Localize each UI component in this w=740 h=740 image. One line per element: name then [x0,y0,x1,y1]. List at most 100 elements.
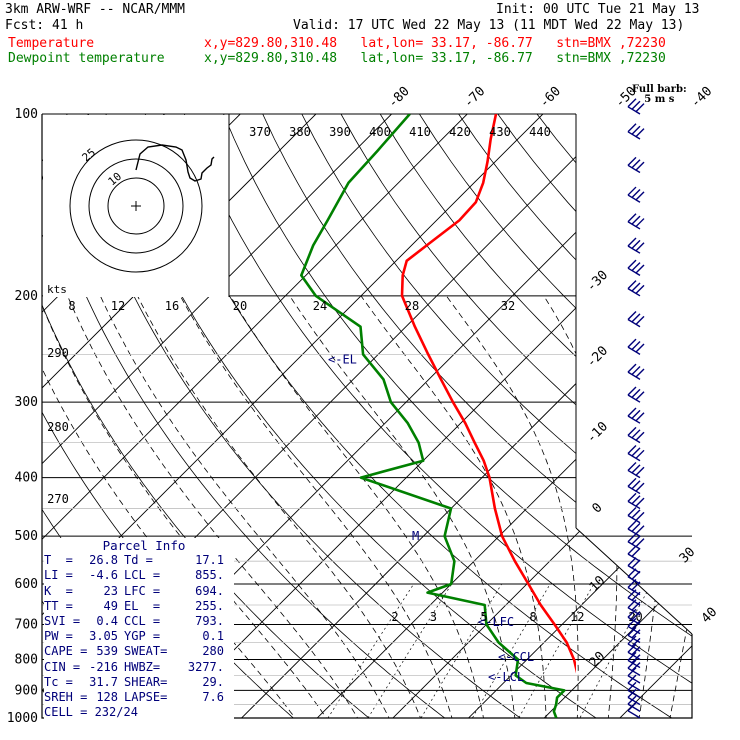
wind-barb-flag [627,659,637,669]
parcel-key: Td = [124,553,153,568]
dry-adiabat-label: 440 [529,125,551,139]
wind-barb [627,625,641,635]
wind-barb [627,514,641,524]
sounding-annotation: <-LFC [478,615,514,629]
wind-barb-flag [635,368,645,378]
wind-barb [627,288,641,297]
mixing-ratio-line [319,583,414,718]
parcel-key: YGP = [124,629,161,644]
wind-barb-flag [631,262,641,272]
wind-barb-flag [631,654,641,664]
wind-barb-flag [627,386,637,396]
moist-adiabat [360,295,547,718]
parcel-value: 49 [103,598,118,613]
wind-barb-flag [631,495,641,505]
wind-barb [627,318,641,328]
sounding-annotation: <-EL [328,353,357,367]
temperature-trace [400,114,576,674]
isotherm-line [304,114,692,718]
parcel-row: SREH = 128 LAPSE= 7.6 [44,690,234,705]
parcel-key: LAPSE= [124,690,168,705]
wind-barb-flag [627,280,637,290]
pressure-tick-label: 300 [15,395,38,410]
wind-barb-flag [635,412,645,422]
hodograph-speed-label: 12 [111,299,125,313]
wind-barb-flag [635,511,645,521]
isotherm-line [42,114,392,718]
isotherm-label: 20 [587,649,609,671]
wind-barb-flag [635,315,645,325]
wind-barb-flag [627,557,637,567]
isotherm-label: 30 [677,545,699,567]
parcel-row: K = 23 LFC = 694. [44,584,234,599]
isotherm-line [0,114,13,731]
dry-adiabat [733,114,740,731]
dry-adiabat [654,114,692,718]
wind-barb [627,710,641,719]
wind-barb [627,659,641,669]
wind-barb-flag [627,259,637,269]
wind-barb-flag [627,674,637,684]
dry-adiabat-label: 270 [47,492,69,506]
pressure-tick-label: 100 [15,107,38,122]
dry-adiabat-label: 370 [249,125,271,139]
parcel-cell: CELL = 232/24 [44,705,138,720]
wind-barb-flag [631,100,641,110]
wind-barb-flag [627,667,637,677]
parcel-key: LCL = [124,568,161,583]
isotherm-line [42,114,468,718]
wind-barb [627,164,641,174]
parcel-row: TT = 49 EL = 255. [44,599,234,614]
isotherm-label: -30 [584,268,611,295]
parcel-row: PW = 3.05 YGP = 0.1 [44,629,234,644]
moist-adiabat [99,295,396,718]
dry-adiabat-label: 390 [329,125,351,139]
isotherm-line [682,114,692,718]
pressure-tick-label: 500 [15,529,38,544]
wind-barb-flag [627,426,637,436]
wind-barb-flag [631,313,641,323]
wind-barb-flag [627,635,637,645]
wind-barb-flag [631,464,641,474]
parcel-key: EL = [124,598,161,613]
isotherm-label: 40 [699,605,721,627]
parcel-value: 255. [195,598,224,613]
wind-barb-flag [631,629,641,639]
wind-barb [627,485,641,495]
wind-barb-flag [631,620,641,630]
parcel-key: CIN = [44,659,81,674]
wind-barb-flag [631,215,641,225]
parcel-info-panel: Parcel Info T = 26.8 Td = 17.1 LI = -4.6 LCL =… [44,538,234,726]
mixing-ratio-line [413,583,502,718]
sounding-annotation: <-LCL [488,670,524,684]
dry-adiabat [340,114,692,718]
wind-barb-flag [631,239,641,249]
wind-barb [627,221,641,230]
temperature-location: x,y=829.80,310.48 lat,lon= 33.17, -86.77… [204,36,666,51]
wind-barb-flag [631,366,641,376]
moist-adiabat [137,295,426,718]
parcel-key: Tc = [44,674,73,689]
hodograph-speed-label: 20 [233,299,247,313]
parcel-value: 793. [195,614,224,629]
pressure-tick-label: 200 [15,289,38,304]
valid-time: Valid: 17 UTC Wed 22 May 13 (11 MDT Wed … [293,18,685,33]
wind-barb-flag [631,522,641,532]
parcel-row: T = 26.8 Td = 17.1 [44,553,234,568]
parcel-value: 23 [103,583,118,598]
barb-legend-line1: Full barb: [632,84,687,95]
parcel-row: LI = -4.6 LCL = 855. [44,568,234,583]
mixing-ratio-line [359,583,452,718]
hodograph-trace [135,144,215,182]
diagram-frame [41,114,693,719]
isotherm-label: 0 [589,500,605,516]
wind-barb-flag [631,637,641,647]
wind-barb-flag [627,213,637,223]
wind-barb [627,131,641,140]
wind-barb [627,607,641,616]
wind-barb-flag [627,363,637,373]
wind-barb-flag [631,509,641,519]
wind-barb [627,394,641,403]
hodograph-speed-label: 16 [165,299,179,313]
wind-barb [627,643,641,652]
